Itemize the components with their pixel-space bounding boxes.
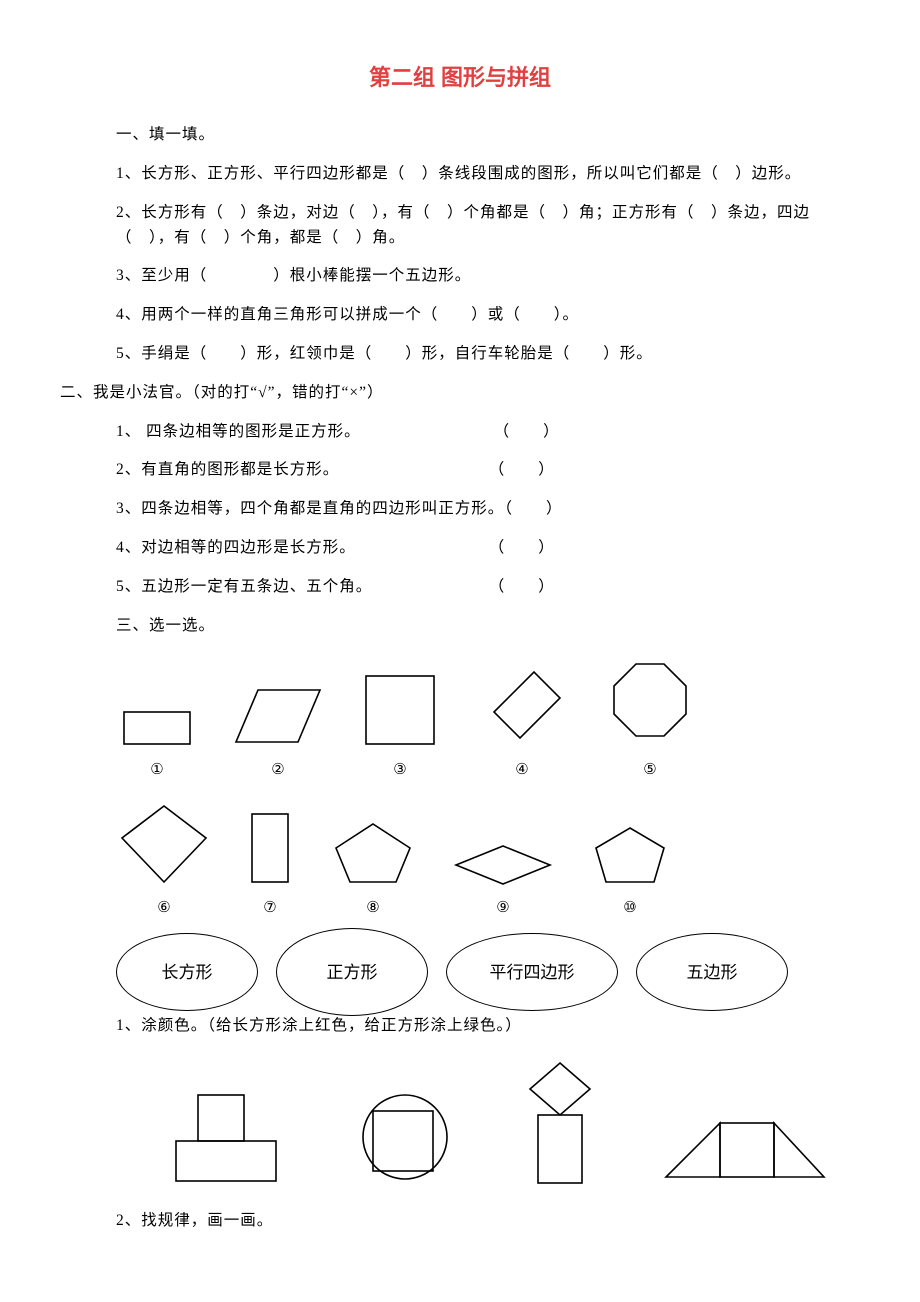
label-9: ⑨	[496, 896, 509, 920]
paint-shape-3	[520, 1059, 600, 1189]
shape-5-octagon: ⑤	[602, 656, 698, 782]
shape-9-rhombus: ⑨	[448, 840, 558, 920]
q2-1: 1、 四条边相等的图形是正方形。 （ ）	[116, 420, 860, 445]
q1-3: 3、至少用（ ）根小棒能摆一个五边形。	[116, 264, 860, 289]
label-7: ⑦	[263, 896, 276, 920]
label-5: ⑤	[643, 758, 656, 782]
label-1: ①	[150, 758, 163, 782]
label-4: ④	[515, 758, 528, 782]
paint-row	[170, 1059, 860, 1189]
paint-shape-4	[660, 1109, 830, 1189]
q2-4: 4、对边相等的四边形是长方形。 （ ）	[116, 536, 860, 561]
q4-hint: 1、涂颜色。（给长方形涂上红色，给正方形涂上绿色。）	[116, 1014, 860, 1039]
shape-2-parallelogram: ②	[228, 682, 328, 782]
section-3-header: 三、选一选。	[116, 614, 860, 639]
q1-4: 4、用两个一样的直角三角形可以拼成一个（ ）或（ ）。	[116, 303, 860, 328]
q2-3: 3、四条边相等，四个角都是直角的四边形叫正方形。（ ）	[116, 497, 860, 522]
section-1-header: 一、填一填。	[116, 123, 860, 148]
shapes-row-1: ① ② ③ ④ ⑤	[116, 656, 860, 782]
shape-1-rectangle: ①	[116, 702, 198, 782]
shape-10-pentagon: ⑩	[588, 822, 672, 920]
q2-2: 2、有直角的图形都是长方形。 （ ）	[116, 458, 860, 483]
shape-7-tall-rect: ⑦	[242, 808, 298, 920]
page-title: 第二组 图形与拼组	[60, 60, 860, 95]
shape-4-rotated-rect: ④	[472, 664, 572, 782]
q2-5: 5、五边形一定有五条边、五个角。 （ ）	[116, 575, 860, 600]
ellipse-rectangle: 长方形	[116, 933, 258, 1011]
label-8: ⑧	[366, 896, 379, 920]
q1-1: 1、长方形、正方形、平行四边形都是（ ）条线段围成的图形，所以叫它们都是（ ）边…	[116, 162, 860, 187]
paint-shape-1	[170, 1089, 290, 1189]
ellipse-square: 正方形	[276, 928, 428, 1016]
shapes-row-2: ⑥ ⑦ ⑧ ⑨ ⑩	[116, 800, 860, 920]
q1-5: 5、手绢是（ ）形，红领巾是（ ）形，自行车轮胎是（ ）形。	[116, 342, 860, 367]
ellipse-pentagon: 五边形	[636, 933, 788, 1011]
shape-6-diamond: ⑥	[116, 800, 212, 920]
label-10: ⑩	[623, 896, 636, 920]
paint-shape-2	[350, 1089, 460, 1189]
label-2: ②	[271, 758, 284, 782]
q4-2: 2、找规律，画一画。	[116, 1209, 860, 1234]
label-3: ③	[393, 758, 406, 782]
shape-8-pentagon: ⑧	[328, 818, 418, 920]
section-2-header: 二、我是小法官。（对的打“√”，错的打“×”）	[60, 381, 860, 406]
label-6: ⑥	[157, 896, 170, 920]
ellipse-row: 长方形 正方形 平行四边形 五边形	[116, 928, 860, 1016]
shape-3-square: ③	[358, 668, 442, 782]
ellipse-parallelogram: 平行四边形	[446, 933, 618, 1011]
q1-2: 2、长方形有（ ）条边，对边（ ），有（ ）个角都是（ ）角；正方形有（ ）条边…	[116, 201, 860, 251]
